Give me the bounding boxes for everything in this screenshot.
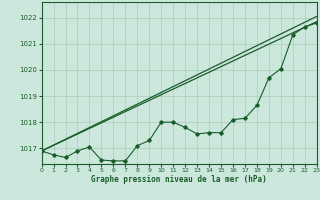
X-axis label: Graphe pression niveau de la mer (hPa): Graphe pression niveau de la mer (hPa) — [91, 175, 267, 184]
